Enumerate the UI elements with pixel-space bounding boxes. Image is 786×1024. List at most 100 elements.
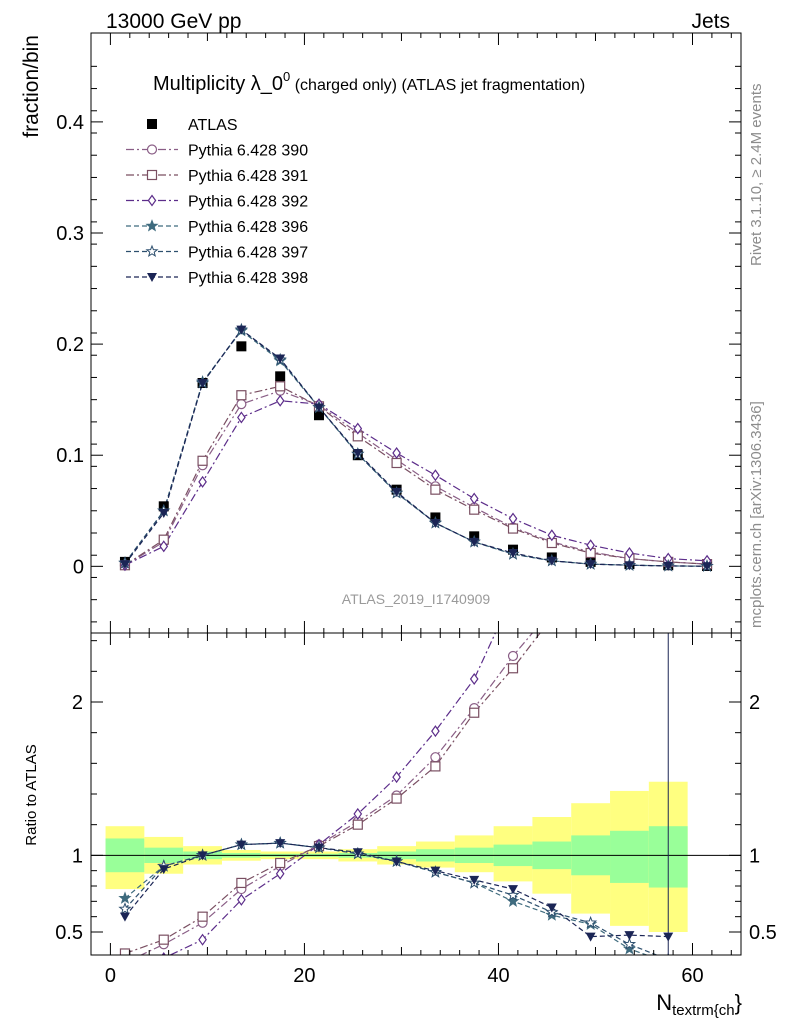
main-point-s1 — [236, 399, 247, 410]
ratio-point-s1 — [507, 663, 519, 674]
main-point-s6 — [119, 560, 130, 570]
main-series-line-6 — [124, 328, 708, 567]
main-series-line-3 — [124, 400, 708, 566]
main-axes: 0 0.1 0.2 0.3 0.4 — [56, 33, 741, 633]
ratio-point-s1 — [119, 948, 131, 955]
inner-uncertainty-band — [610, 830, 649, 883]
main-point-s3 — [469, 492, 479, 505]
ratio-point-s2 — [275, 867, 285, 880]
ratio-xlabel-sub: textrm{ch — [672, 1002, 735, 1019]
ratio-ytick-label: 2 — [72, 692, 83, 714]
ratio-point-s5 — [236, 840, 247, 850]
main-point-s6 — [352, 449, 363, 458]
legend-marker — [147, 119, 157, 129]
main-point-s6 — [313, 403, 324, 413]
ratio-ytick-label: 1 — [72, 845, 83, 867]
main-series-layer — [118, 322, 714, 572]
ratio-point-s5 — [624, 931, 635, 941]
ratio-point-s0 — [507, 650, 519, 662]
main-point-s3 — [237, 411, 246, 424]
main-ytick-label: 0.3 — [56, 223, 84, 245]
legend: ATLAS Pythia 6.428 390 Pythia 6.428 391 Pyt… — [126, 117, 308, 287]
legend-label: Pythia 6.428 392 — [188, 194, 308, 211]
main-point-s2 — [469, 504, 480, 515]
main-series-line-2 — [124, 385, 708, 566]
main-point-s2 — [391, 457, 402, 469]
main-point-s6 — [663, 561, 674, 571]
ratio-point-s3 — [506, 894, 520, 907]
main-point-s3 — [431, 469, 440, 482]
main-point-s3 — [159, 540, 169, 553]
main-ylabel: fraction/bin — [20, 35, 43, 138]
energy-label: 13000 GeV pp — [106, 10, 241, 33]
main-point-s3 — [547, 529, 557, 542]
ratio-point-s5 — [508, 885, 519, 895]
ratio-xtick-label: 40 — [487, 965, 509, 987]
ratio-ytick-label-right: 2 — [749, 692, 760, 714]
main-point-s0 — [275, 371, 286, 382]
ratio-point-s5 — [469, 875, 480, 885]
ratio-point-s4 — [622, 937, 637, 950]
ratio-point-s4 — [506, 888, 520, 901]
ratio-axes: 0.5 0.51 12 20 20 40 60 — [55, 633, 777, 987]
ratio-xtick-label: 20 — [293, 965, 315, 987]
main-point-s6 — [469, 537, 480, 547]
main-title-main: Multiplicity λ_0 — [153, 73, 283, 95]
process-label: Jets — [691, 10, 730, 33]
ratio-panel: Ratio to ATLAS 0.5 0.51 12 20 20 40 60 Ntextrm… — [23, 632, 777, 1019]
main-series-line-4 — [124, 329, 708, 567]
ratio-point-s3 — [622, 941, 637, 955]
main-point-s6 — [275, 354, 286, 364]
ratio-uncertainty-bands — [91, 781, 741, 932]
ratio-point-s5 — [275, 839, 286, 849]
ratio-point-s5 — [585, 932, 596, 942]
analysis-watermark: ATLAS_2019_I1740909 — [342, 591, 491, 607]
ratio-point-s1 — [430, 761, 441, 772]
legend-marker — [146, 144, 158, 155]
main-series-line-1 — [124, 390, 708, 566]
main-point-s6 — [585, 560, 596, 570]
legend-label: Pythia 6.428 397 — [188, 245, 308, 262]
ratio-point-s5 — [158, 865, 169, 875]
ratio-point-s1 — [391, 793, 402, 804]
ratio-point-s4 — [667, 952, 670, 955]
main-point-s3 — [508, 512, 518, 525]
legend-label: Pythia 6.428 390 — [188, 143, 308, 160]
main-point-s6 — [391, 487, 402, 497]
ratio-point-s2 — [198, 933, 207, 946]
main-point-s2 — [236, 390, 247, 401]
ratio-series-line-1 — [124, 633, 541, 955]
main-point-s2 — [430, 484, 441, 495]
main-series-line-5 — [124, 328, 708, 567]
ratio-series-layer — [118, 633, 674, 955]
ratio-xlabel-brace: } — [735, 990, 742, 1015]
ratio-point-s2 — [392, 771, 401, 784]
ratio-point-s5 — [352, 848, 363, 858]
ratio-point-s2 — [431, 725, 440, 738]
legend-marker — [147, 273, 157, 282]
main-point-s3 — [198, 475, 207, 488]
ratio-point-s1 — [275, 857, 286, 869]
ratio-point-s0 — [430, 752, 441, 763]
main-title: Multiplicity λ_00 (charged only) (ATLAS … — [153, 69, 585, 95]
mcplots-label: mcplots.cern.ch [arXiv:1306.3436] — [748, 401, 765, 628]
main-point-s2 — [275, 381, 286, 392]
main-panel: fraction/bin Multiplicity λ_00 (charged … — [20, 32, 742, 634]
ratio-point-s2 — [469, 672, 479, 686]
main-point-s3 — [353, 422, 363, 435]
ratio-point-s1 — [352, 819, 363, 830]
legend-label: Pythia 6.428 396 — [188, 219, 308, 236]
main-ytick-label: 0.4 — [56, 112, 84, 134]
ratio-point-s2 — [353, 807, 363, 820]
legend-marker — [145, 219, 159, 232]
ratio-xtick-label: 60 — [681, 965, 703, 987]
ratio-point-s4 — [118, 902, 132, 915]
main-ytick-label: 0 — [73, 556, 84, 578]
main-point-s6 — [702, 562, 713, 572]
ratio-point-s1 — [469, 707, 480, 718]
legend-marker — [146, 169, 158, 181]
legend-marker — [145, 244, 159, 258]
ratio-point-s5 — [119, 912, 130, 922]
main-point-s6 — [197, 379, 208, 388]
